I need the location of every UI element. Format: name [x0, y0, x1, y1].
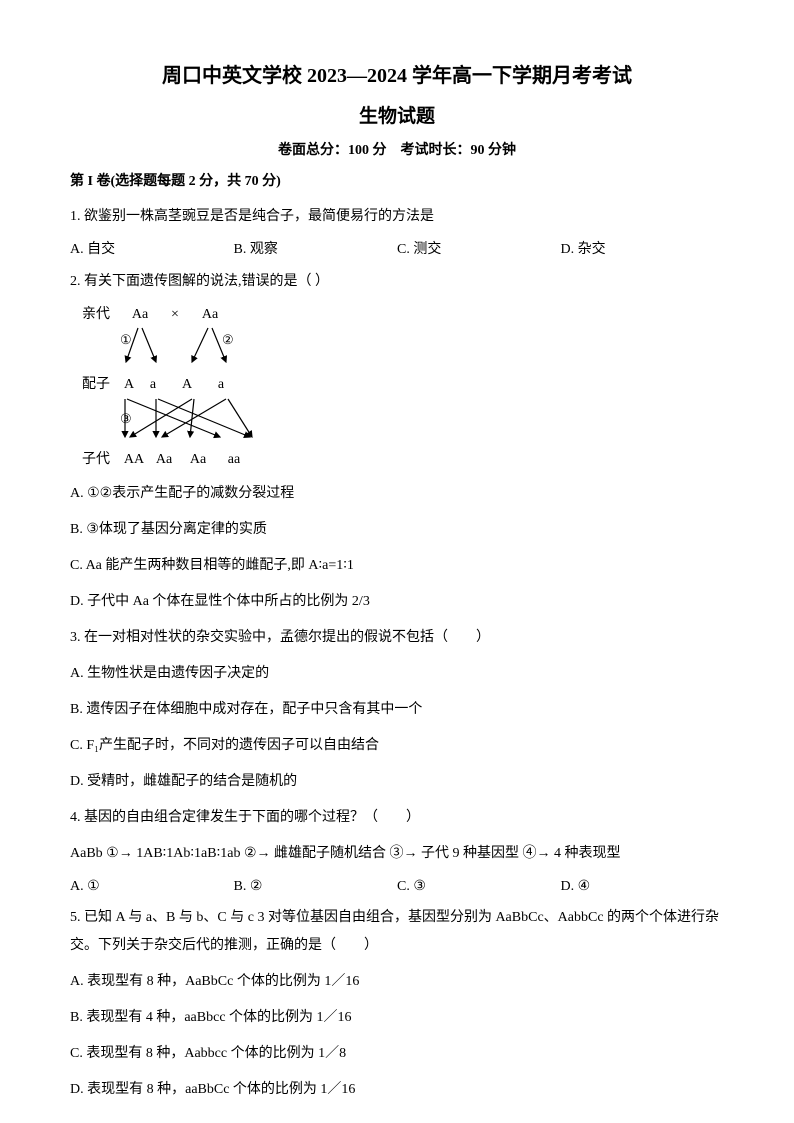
offspring-2: Aa — [148, 449, 180, 471]
q1-option-c: C. 测交 — [397, 239, 561, 261]
duration-value: 90 分钟 — [471, 143, 517, 158]
q1-options: A. 自交 B. 观察 C. 测交 D. 杂交 — [70, 239, 724, 261]
parent-left: Aa — [120, 304, 160, 326]
question-5: 5. 已知 A 与 a、B 与 b、C 与 c 3 对等位基因自由组合，基因型分… — [70, 904, 724, 960]
q4-option-b: B. ② — [234, 876, 398, 898]
duration-label: 考试时长： — [401, 143, 471, 158]
gamete-2: a — [138, 374, 168, 396]
gamete-4: a — [206, 374, 236, 396]
arrows-1: ① ② — [120, 326, 280, 366]
score-label: 卷面总分： — [278, 143, 348, 158]
q4-option-a: A. ① — [70, 876, 234, 898]
exam-info: 卷面总分：100 分 考试时长：90 分钟 — [70, 140, 724, 162]
gamete-1: A — [120, 374, 138, 396]
q2-option-c: C. Aa 能产生两种数目相等的雌配子,即 A∶a=1∶1 — [70, 552, 724, 580]
parent-label: 亲代 — [82, 304, 120, 326]
q3-option-d: D. 受精时，雌雄配子的结合是随机的 — [70, 768, 724, 796]
q3-option-b: B. 遗传因子在体细胞中成对存在，配子中只含有其中一个 — [70, 696, 724, 724]
question-3: 3. 在一对相对性状的杂交实验中，孟德尔提出的假说不包括（ ） — [70, 624, 724, 652]
q5-option-a: A. 表现型有 8 种，AaBbCc 个体的比例为 1／16 — [70, 968, 724, 996]
offspring-1: AA — [120, 449, 148, 471]
exam-title: 周口中英文学校 2023—2024 学年高一下学期月考考试 — [70, 60, 724, 92]
offspring-3: Aa — [180, 449, 216, 471]
q2-option-b: B. ③体现了基因分离定律的实质 — [70, 516, 724, 544]
parent-right: Aa — [190, 304, 230, 326]
q5-option-c: C. 表现型有 8 种，Aabbcc 个体的比例为 1／8 — [70, 1040, 724, 1068]
q1-option-d: D. 杂交 — [561, 239, 725, 261]
circle-2: ② — [222, 332, 234, 347]
q1-option-a: A. 自交 — [70, 239, 234, 261]
offspring-4: aa — [216, 449, 252, 471]
score-value: 100 分 — [348, 143, 387, 158]
circle-3: ③ — [120, 411, 132, 426]
gamete-3: A — [168, 374, 206, 396]
exam-subtitle: 生物试题 — [70, 102, 724, 132]
offspring-label: 子代 — [82, 449, 120, 471]
genetics-diagram: 亲代 Aa × Aa ① ② 配子 A a A a ③ 子代 — [82, 304, 282, 472]
q3-option-c: C. F₁产生配子时，不同对的遗传因子可以自由结合 — [70, 732, 724, 760]
q2-option-a: A. ①②表示产生配子的减数分裂过程 — [70, 480, 724, 508]
q4-options: A. ① B. ② C. ③ D. ④ — [70, 876, 724, 898]
q1-option-b: B. 观察 — [234, 239, 398, 261]
q2-option-d: D. 子代中 Aa 个体在显性个体中所占的比例为 2/3 — [70, 588, 724, 616]
q4-process: AaBb ①→ 1AB∶1Ab∶1aB∶1ab ②→ 雌雄配子随机结合 ③→ 子… — [70, 840, 724, 868]
parent-cross: × — [160, 304, 190, 326]
q4-option-d: D. ④ — [561, 876, 725, 898]
q5-option-d: D. 表现型有 8 种，aaBbCc 个体的比例为 1／16 — [70, 1076, 724, 1104]
arrows-2: ③ — [120, 397, 280, 441]
question-4: 4. 基因的自由组合定律发生于下面的哪个过程？（ ） — [70, 804, 724, 832]
gamete-label: 配子 — [82, 374, 120, 396]
q4-option-c: C. ③ — [397, 876, 561, 898]
question-1: 1. 欲鉴别一株高茎豌豆是否是纯合子，最简便易行的方法是 — [70, 203, 724, 231]
q5-option-b: B. 表现型有 4 种，aaBbcc 个体的比例为 1／16 — [70, 1004, 724, 1032]
section-1-header: 第 I 卷(选择题每题 2 分，共 70 分) — [70, 171, 724, 193]
circle-1: ① — [120, 332, 132, 347]
q3-option-a: A. 生物性状是由遗传因子决定的 — [70, 660, 724, 688]
question-2: 2. 有关下面遗传图解的说法,错误的是（ ） — [70, 268, 724, 296]
